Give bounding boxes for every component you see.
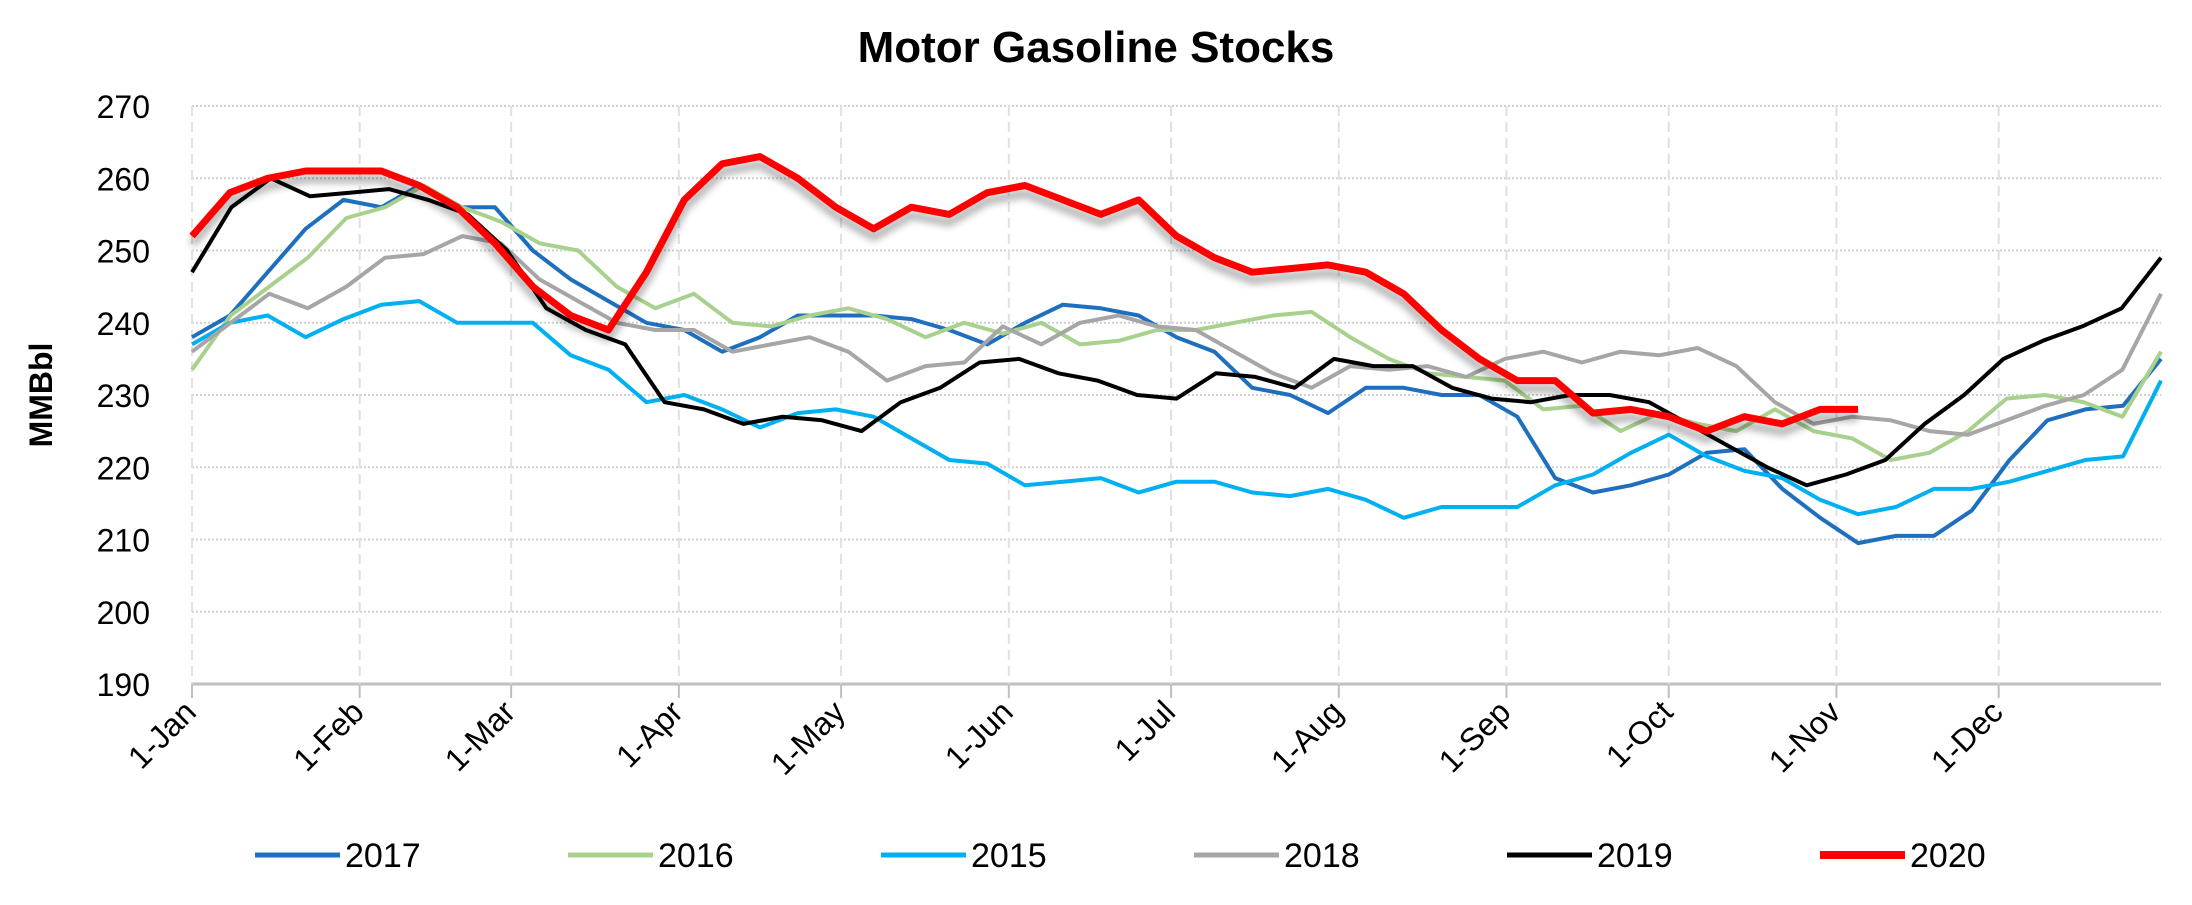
x-tick-label: 1-Sep [1432,693,1518,779]
y-tick-label: 220 [97,450,150,486]
legend-label-2016: 2016 [658,837,734,875]
x-tick-labels: 1-Jan 1-Feb 1-Mar 1-Apr 1-May 1-Jun 1-Jul 1-Aug… [121,693,2010,782]
legend-label-2019: 2019 [1597,837,1673,875]
legend-label-2015: 2015 [971,837,1047,875]
x-tick-label: 1-Nov [1762,693,1848,779]
legend-label-2017: 2017 [345,837,421,875]
x-tick-label: 1-Jul [1108,693,1183,768]
series-line-2020 [192,157,1858,432]
series-line-2015 [192,301,2161,518]
x-tick-label: 1-Oct [1599,693,1680,774]
x-tick-label: 1-Jan [121,693,203,775]
series-lines [192,156,2161,543]
x-tick-label: 1-Dec [1924,693,2010,779]
legend-label-2018: 2018 [1284,837,1360,875]
y-tick-label: 240 [97,306,150,342]
y-tick-label: 260 [97,161,150,197]
y-tick-label: 230 [97,378,150,414]
y-tick-label: 210 [97,523,150,559]
gridlines [192,106,2161,698]
x-tick-label: 1-Apr [609,693,690,774]
y-axis-label: MMBbl [23,343,59,448]
x-tick-label: 1-Jun [938,693,1020,775]
legend-label-2020: 2020 [1910,837,1986,875]
x-tick-label: 1-Feb [286,693,371,778]
y-tick-label: 190 [97,667,150,703]
x-tick-label: 1-May [764,693,852,781]
y-tick-label: 200 [97,595,150,631]
x-tick-label: 1-Mar [438,693,523,778]
legend: 2017 2016 2015 2018 2019 2020 [255,837,1986,875]
y-tick-labels: 190 200 210 220 230 240 250 260 270 [97,89,150,703]
y-tick-label: 270 [97,89,150,125]
y-tick-label: 250 [97,234,150,270]
x-tick-label: 1-Aug [1264,693,1350,779]
chart-title: Motor Gasoline Stocks [858,23,1335,72]
